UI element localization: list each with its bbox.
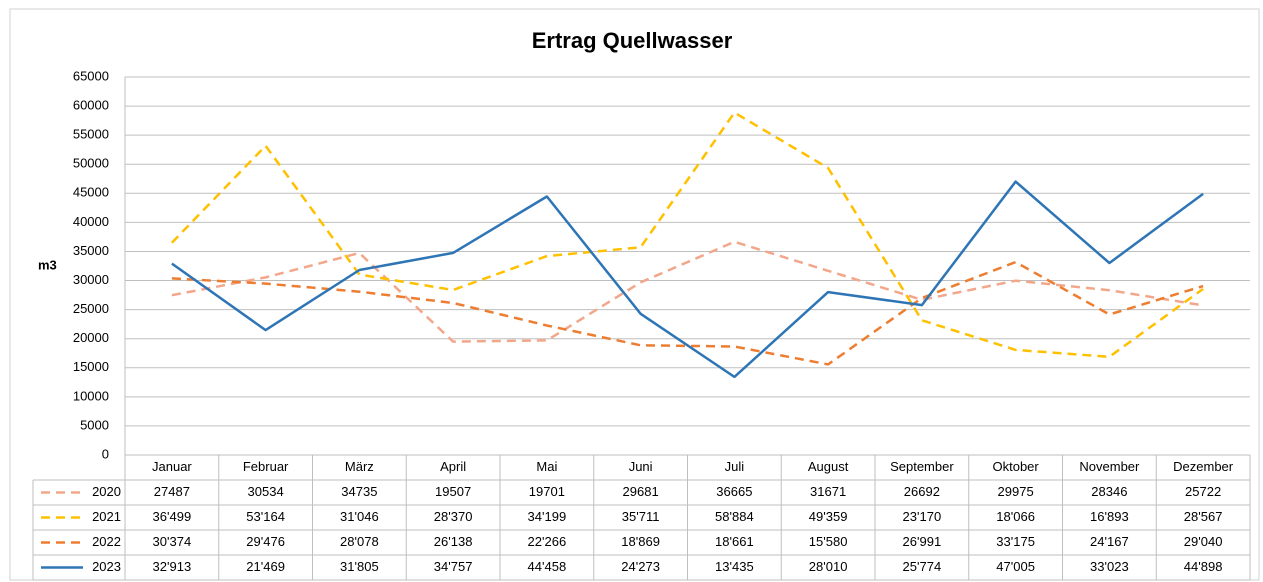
x-tick-label: August bbox=[808, 459, 849, 474]
x-tick-label: September bbox=[890, 459, 954, 474]
x-tick-label: November bbox=[1079, 459, 1140, 474]
table-value: 18'661 bbox=[715, 534, 754, 549]
table-value: 29'040 bbox=[1184, 534, 1223, 549]
y-tick-label: 35000 bbox=[73, 243, 109, 258]
series-line bbox=[171, 260, 1204, 366]
table-value: 33'023 bbox=[1090, 559, 1129, 574]
table-value: 23'170 bbox=[903, 509, 942, 524]
table-value: 35'711 bbox=[622, 509, 660, 524]
table-value: 26'991 bbox=[903, 534, 942, 549]
table-value: 29975 bbox=[998, 484, 1034, 499]
table-value: 44'898 bbox=[1184, 559, 1223, 574]
y-tick-label: 30000 bbox=[73, 272, 109, 287]
table-value: 28346 bbox=[1091, 484, 1127, 499]
y-tick-label: 5000 bbox=[80, 417, 109, 432]
y-tick-label: 45000 bbox=[73, 185, 109, 200]
table-value: 26'138 bbox=[434, 534, 473, 549]
legend-label: 2023 bbox=[92, 559, 121, 574]
table-value: 25'774 bbox=[903, 559, 942, 574]
table-value: 16'893 bbox=[1090, 509, 1129, 524]
y-tick-label: 60000 bbox=[73, 98, 109, 113]
table-value: 29'476 bbox=[246, 534, 285, 549]
table-value: 18'066 bbox=[996, 509, 1035, 524]
y-tick-label: 0 bbox=[102, 446, 109, 461]
table-value: 21'469 bbox=[246, 559, 285, 574]
table-value: 53'164 bbox=[246, 509, 285, 524]
table-value: 47'005 bbox=[996, 559, 1035, 574]
table-value: 28'010 bbox=[809, 559, 848, 574]
table-value: 36665 bbox=[716, 484, 752, 499]
table-value: 24'167 bbox=[1090, 534, 1129, 549]
x-tick-label: Januar bbox=[152, 459, 192, 474]
table-value: 25722 bbox=[1185, 484, 1221, 499]
table-value: 29681 bbox=[623, 484, 659, 499]
x-tick-label: März bbox=[345, 459, 374, 474]
y-tick-label: 55000 bbox=[73, 127, 109, 142]
y-axis-label: m3 bbox=[38, 257, 57, 272]
table-value: 34735 bbox=[341, 484, 377, 499]
legend-label: 2021 bbox=[92, 509, 121, 524]
table-value: 18'869 bbox=[621, 534, 660, 549]
table-value: 28'078 bbox=[340, 534, 379, 549]
x-tick-label: Juli bbox=[725, 459, 745, 474]
y-tick-label: 50000 bbox=[73, 156, 109, 171]
table-value: 28'567 bbox=[1184, 509, 1223, 524]
table-value: 44'458 bbox=[528, 559, 567, 574]
table-value: 34'757 bbox=[434, 559, 473, 574]
y-tick-label: 20000 bbox=[73, 330, 109, 345]
chart-title: Ertrag Quellwasser bbox=[532, 28, 733, 53]
series-line bbox=[171, 240, 1204, 343]
table-value: 34'199 bbox=[528, 509, 567, 524]
table-value: 15'580 bbox=[809, 534, 848, 549]
x-tick-label: Februar bbox=[243, 459, 289, 474]
table-value: 19701 bbox=[529, 484, 565, 499]
table-value: 31'046 bbox=[340, 509, 379, 524]
table-value: 27487 bbox=[154, 484, 190, 499]
x-tick-label: Mai bbox=[536, 459, 557, 474]
table-value: 24'273 bbox=[621, 559, 660, 574]
y-tick-label: 25000 bbox=[73, 301, 109, 316]
table-value: 13'435 bbox=[715, 559, 754, 574]
series-line bbox=[171, 111, 1204, 359]
table-value: 49'359 bbox=[809, 509, 848, 524]
series-line bbox=[171, 180, 1204, 379]
table-value: 31'805 bbox=[340, 559, 379, 574]
table-value: 30'374 bbox=[153, 534, 192, 549]
y-tick-label: 40000 bbox=[73, 214, 109, 229]
table-value: 33'175 bbox=[996, 534, 1035, 549]
y-tick-label: 15000 bbox=[73, 359, 109, 374]
x-tick-label: April bbox=[440, 459, 466, 474]
table-value: 28'370 bbox=[434, 509, 473, 524]
x-tick-label: Juni bbox=[629, 459, 653, 474]
x-tick-label: Dezember bbox=[1173, 459, 1234, 474]
table-value: 36'499 bbox=[153, 509, 192, 524]
table-value: 26692 bbox=[904, 484, 940, 499]
table-value: 32'913 bbox=[153, 559, 192, 574]
table-value: 19507 bbox=[435, 484, 471, 499]
table-value: 31671 bbox=[810, 484, 846, 499]
legend-label: 2020 bbox=[92, 484, 121, 499]
y-tick-label: 10000 bbox=[73, 388, 109, 403]
y-tick-label: 65000 bbox=[73, 68, 109, 83]
table-value: 58'884 bbox=[715, 509, 754, 524]
chart-border bbox=[9, 8, 1260, 581]
table-value: 30534 bbox=[248, 484, 284, 499]
table-value: 22'266 bbox=[528, 534, 567, 549]
x-tick-label: Oktober bbox=[993, 459, 1040, 474]
legend-label: 2022 bbox=[92, 534, 121, 549]
